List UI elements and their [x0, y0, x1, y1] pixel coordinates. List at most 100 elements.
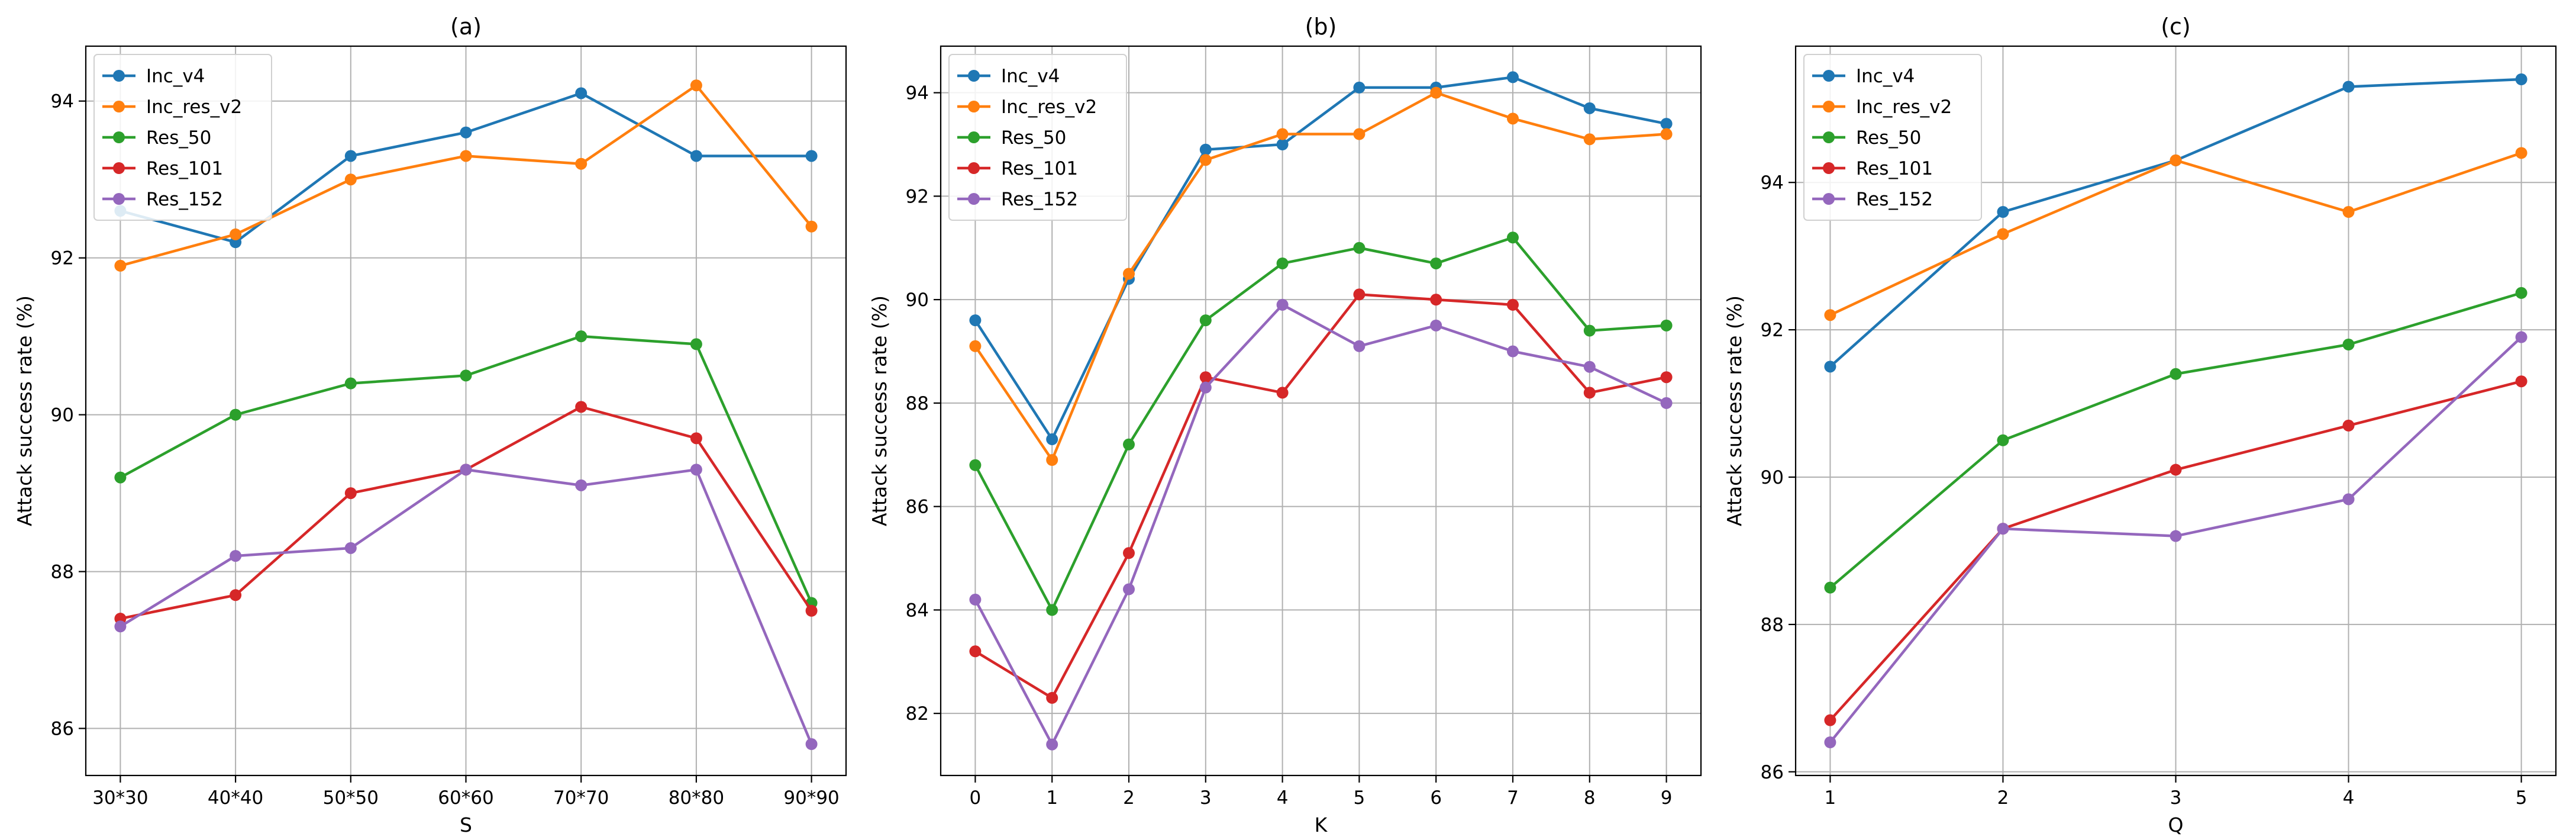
data-point-inc_res_v2	[690, 79, 702, 92]
data-point-inc_v4	[2515, 73, 2527, 85]
legend-box	[948, 54, 1127, 221]
legend-entry: Res_101	[1856, 158, 1933, 179]
x-tick-label: 0	[970, 787, 982, 809]
x-tick-label: 40*40	[208, 787, 263, 809]
data-point-res_50	[1276, 257, 1289, 269]
data-point-res_50	[1660, 319, 1673, 332]
y-axis-label: Attack success rate (%)	[1723, 295, 1746, 526]
data-point-res_101	[575, 401, 587, 413]
data-point-inc_v4	[460, 126, 472, 139]
data-point-res_152	[1046, 738, 1058, 751]
data-point-res_101	[690, 432, 702, 445]
data-point-res_101	[1583, 387, 1596, 399]
chart-title: (c)	[2161, 14, 2191, 40]
data-point-inc_res_v2	[230, 228, 242, 240]
y-axis-label: Attack success rate (%)	[868, 295, 891, 526]
plot-frame	[940, 45, 1702, 777]
data-point-inc_v4	[575, 87, 587, 99]
y-tick-label: 84	[906, 600, 929, 621]
y-tick-label: 90	[51, 405, 74, 426]
data-point-res_152	[805, 738, 818, 751]
series-line-inc_res_v2	[974, 91, 1667, 462]
data-point-inc_res_v2	[1199, 154, 1212, 166]
plot-frame	[1794, 45, 2557, 777]
data-point-inc_res_v2	[1997, 228, 2009, 240]
x-tick-label: 50*50	[323, 787, 379, 809]
chart-title: (a)	[450, 14, 482, 40]
x-tick-label: 8	[1584, 787, 1596, 809]
data-point-res_152	[344, 542, 357, 554]
legend-entry: Inc_res_v2	[1856, 96, 1952, 118]
legend-swatch-marker	[113, 193, 125, 205]
data-point-res_152	[1199, 381, 1212, 394]
legend-swatch-marker	[1823, 131, 1835, 143]
chart-panel-0: 30*30 40*40 50*50 60*60 70*70 80*80 90*90 86 88 9…	[13, 14, 847, 836]
x-axis-label: Q	[2168, 813, 2184, 836]
y-tick-label: 94	[1761, 172, 1784, 194]
legend: Inc_v4 Inc_res_v2 Res_50 Res_101 Res_152	[1803, 54, 1982, 221]
data-point-res_101	[1199, 371, 1212, 384]
data-point-inc_res_v2	[1430, 86, 1442, 99]
x-tick-label: 5	[1354, 787, 1366, 809]
x-tick-label: 1	[1825, 787, 1836, 809]
legend: Inc_v4 Inc_res_v2 Res_50 Res_101 Res_152	[948, 54, 1127, 221]
legend-swatch-marker	[113, 70, 125, 82]
data-point-res_50	[575, 330, 587, 343]
data-point-res_101	[1660, 371, 1673, 384]
data-point-res_152	[1506, 345, 1519, 358]
data-point-res_50	[1123, 438, 1135, 450]
x-tick-label: 3	[1200, 787, 1212, 809]
data-point-res_152	[1123, 583, 1135, 596]
data-point-res_152	[460, 464, 472, 476]
data-point-res_50	[230, 408, 242, 421]
legend-entry: Inc_v4	[146, 66, 205, 87]
chart-panel-2: 1 2 3 4 5 86 88 90 92 94 (c) Q Attack success rate (…	[1723, 14, 2557, 836]
data-point-res_50	[2342, 339, 2355, 350]
x-tick-label: 4	[2343, 787, 2355, 809]
x-tick-label: 5	[2516, 787, 2527, 809]
data-point-inc_res_v2	[344, 173, 357, 186]
data-point-res_50	[344, 377, 357, 390]
data-point-res_101	[344, 487, 357, 500]
data-point-res_152	[1660, 397, 1673, 409]
x-tick-label: 4	[1277, 787, 1289, 809]
legend-entry: Inc_res_v2	[1001, 96, 1097, 118]
data-point-res_152	[969, 593, 982, 606]
x-tick-label: 7	[1507, 787, 1519, 809]
x-tick-label: 6	[1430, 787, 1442, 809]
y-tick-label: 94	[51, 91, 74, 112]
x-tick-label: 80*80	[669, 787, 724, 809]
data-point-res_101	[1353, 288, 1366, 301]
data-point-res_50	[1353, 242, 1366, 254]
data-point-inc_res_v2	[1506, 112, 1519, 125]
y-tick-label: 88	[51, 562, 74, 583]
data-point-inc_v4	[1583, 102, 1596, 114]
legend-entry: Res_50	[146, 127, 211, 149]
data-point-res_101	[1276, 387, 1289, 399]
data-point-inc_res_v2	[1123, 268, 1135, 280]
x-tick-label: 3	[2170, 787, 2182, 809]
legend-entry: Res_101	[1001, 158, 1078, 179]
x-tick-label: 70*70	[553, 787, 609, 809]
legend-swatch-marker	[968, 70, 980, 82]
legend-swatch-marker	[1823, 162, 1835, 174]
data-point-res_101	[2515, 375, 2527, 388]
data-point-res_152	[2170, 530, 2182, 542]
x-tick-label: 90*90	[783, 787, 839, 809]
legend-swatch-marker	[113, 162, 125, 174]
data-point-res_50	[460, 369, 472, 382]
y-tick-label: 86	[51, 719, 74, 740]
data-point-res_152	[230, 550, 242, 562]
legend-swatch-marker	[968, 193, 980, 205]
x-tick-label: 30*30	[92, 787, 148, 809]
data-point-inc_res_v2	[575, 157, 587, 170]
series-line-res_50	[974, 236, 1667, 612]
data-point-inc_res_v2	[1276, 128, 1289, 140]
legend-swatch-marker	[1823, 70, 1835, 82]
data-point-res_101	[969, 645, 982, 658]
legend-swatch-marker	[1823, 101, 1835, 112]
data-point-inc_res_v2	[805, 220, 818, 233]
series-line-inc_v4	[974, 76, 1667, 441]
data-point-inc_v4	[805, 150, 818, 162]
x-tick-label: 9	[1661, 787, 1673, 809]
